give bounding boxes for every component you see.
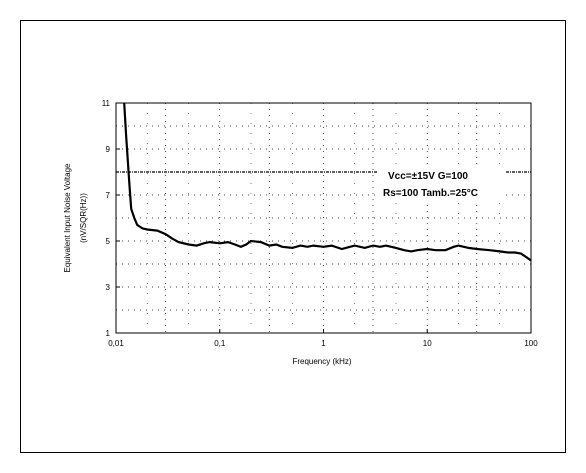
x-tick-label: 0,1 <box>214 339 226 348</box>
y-tick-label: 9 <box>106 145 111 154</box>
noise-curve <box>123 102 532 262</box>
y-tick-label: 5 <box>106 237 111 246</box>
annotation-box <box>378 165 506 201</box>
grid-lines <box>116 103 531 333</box>
y-tick-label: 1 <box>106 329 111 338</box>
y-axis-label: Equivalent Input Noise Voltage <box>63 163 72 273</box>
x-tick-label: 10 <box>423 339 432 348</box>
y-tick-label: 3 <box>106 283 111 292</box>
annotation-rs-temp: Rs=100 Tamb.=25°C <box>383 188 478 199</box>
x-tick-label: 100 <box>524 339 538 348</box>
y-tick-label: 7 <box>106 191 111 200</box>
x-axis-label: Frequency (kHz) <box>292 357 351 366</box>
x-axis-ticks: 0,01 0,1 1 10 100 <box>108 329 538 348</box>
y-axis-ticks: 1 3 5 7 9 11 <box>102 99 120 338</box>
annotation-vcc-gain: Vcc=±15V G=100 <box>388 171 468 182</box>
x-tick-label: 0,01 <box>108 339 124 348</box>
y-axis-unit-label: (nV/SQR(Hz)) <box>79 193 88 243</box>
y-tick-label: 11 <box>102 99 111 108</box>
x-tick-label: 1 <box>321 339 326 348</box>
chart-frame <box>20 20 566 453</box>
